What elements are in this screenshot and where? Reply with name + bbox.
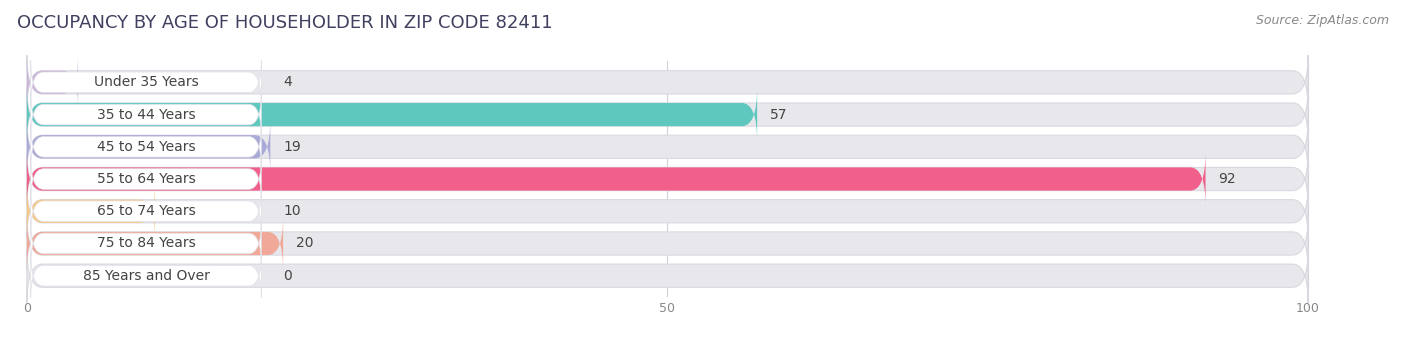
Text: 19: 19 [283, 140, 301, 154]
FancyBboxPatch shape [27, 88, 758, 142]
Text: 57: 57 [770, 107, 787, 121]
FancyBboxPatch shape [27, 152, 1308, 206]
Text: 0: 0 [283, 269, 292, 283]
FancyBboxPatch shape [27, 55, 1308, 109]
FancyBboxPatch shape [31, 60, 262, 104]
FancyBboxPatch shape [27, 152, 1205, 206]
FancyBboxPatch shape [27, 120, 270, 174]
Text: 85 Years and Over: 85 Years and Over [83, 269, 209, 283]
Text: Source: ZipAtlas.com: Source: ZipAtlas.com [1256, 14, 1389, 27]
FancyBboxPatch shape [31, 93, 262, 136]
Text: 10: 10 [283, 204, 301, 218]
FancyBboxPatch shape [27, 249, 1308, 303]
Text: 55 to 64 Years: 55 to 64 Years [97, 172, 195, 186]
FancyBboxPatch shape [27, 120, 1308, 174]
Text: 65 to 74 Years: 65 to 74 Years [97, 204, 195, 218]
FancyBboxPatch shape [31, 254, 262, 298]
Text: 75 to 84 Years: 75 to 84 Years [97, 237, 195, 251]
Text: 45 to 54 Years: 45 to 54 Years [97, 140, 195, 154]
FancyBboxPatch shape [31, 157, 262, 201]
Text: 20: 20 [295, 237, 314, 251]
FancyBboxPatch shape [27, 217, 283, 270]
FancyBboxPatch shape [27, 184, 155, 238]
Text: 35 to 44 Years: 35 to 44 Years [97, 107, 195, 121]
Text: OCCUPANCY BY AGE OF HOUSEHOLDER IN ZIP CODE 82411: OCCUPANCY BY AGE OF HOUSEHOLDER IN ZIP C… [17, 14, 553, 32]
Text: Under 35 Years: Under 35 Years [94, 75, 198, 89]
FancyBboxPatch shape [27, 55, 79, 109]
Text: 92: 92 [1219, 172, 1236, 186]
Text: 4: 4 [283, 75, 292, 89]
FancyBboxPatch shape [27, 217, 1308, 270]
FancyBboxPatch shape [31, 189, 262, 233]
FancyBboxPatch shape [27, 88, 1308, 142]
FancyBboxPatch shape [31, 125, 262, 169]
FancyBboxPatch shape [31, 222, 262, 265]
FancyBboxPatch shape [27, 184, 1308, 238]
